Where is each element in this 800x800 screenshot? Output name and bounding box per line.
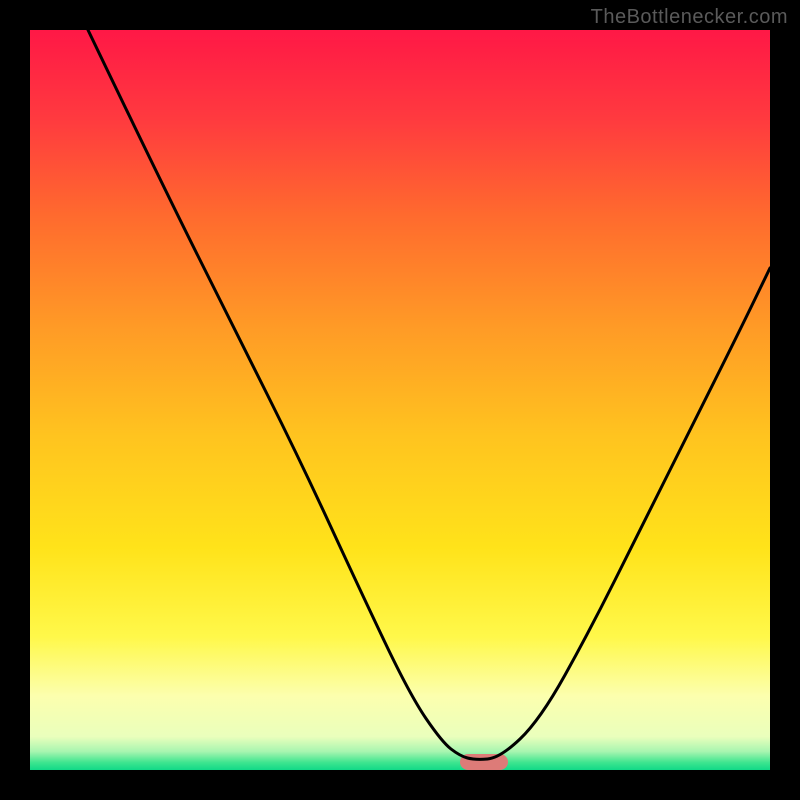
bottleneck-curve bbox=[30, 30, 770, 770]
chart-stage: TheBottlenecker.com bbox=[0, 0, 800, 800]
curve-path bbox=[88, 30, 770, 759]
attribution-text: TheBottlenecker.com bbox=[591, 6, 788, 29]
